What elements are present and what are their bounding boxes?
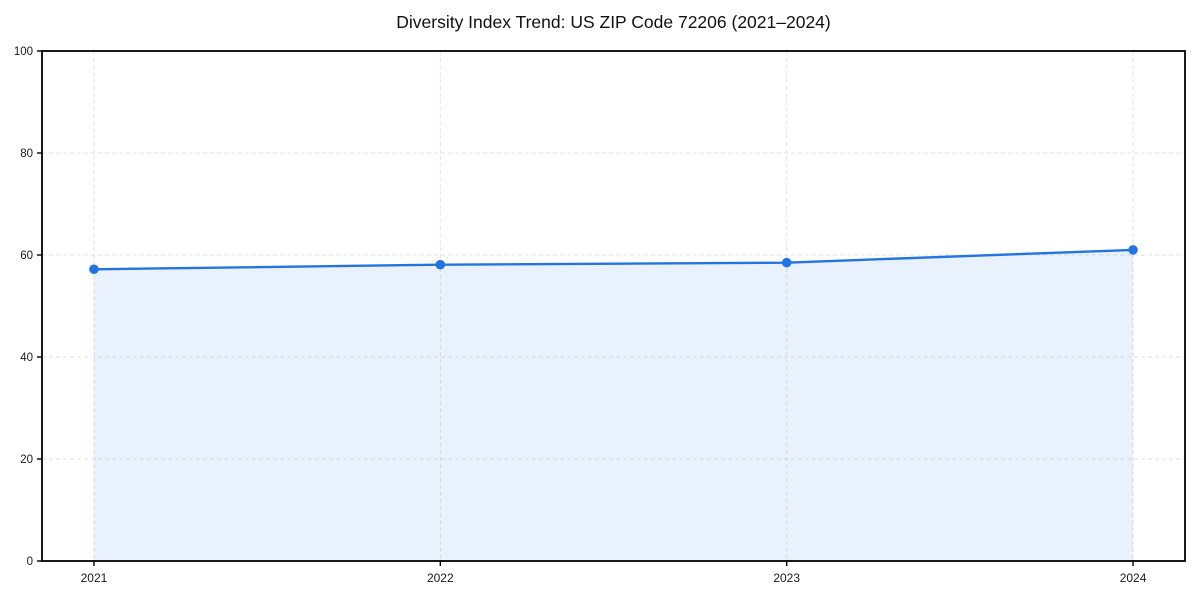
trend-line [92,248,1135,271]
y-tick-label: 40 [20,352,33,364]
x-tick-labels: 2021 2022 2023 2024 [81,571,1147,585]
area-fill [93,249,1134,561]
data-point [1128,245,1138,255]
x-tick-label: 2024 [1120,571,1147,585]
data-point-markers [89,245,1138,275]
data-point [435,259,446,270]
y-tick-label: 100 [14,46,33,58]
x-tick-label: 2023 [773,571,800,585]
y-tick-label: 20 [20,454,33,466]
axes-border [41,50,1186,562]
gridlines [42,51,1185,561]
y-tick-labels: 0 20 40 60 80 100 [14,46,33,568]
y-tick-label: 0 [27,556,33,568]
data-point [89,264,99,275]
tick-marks [37,50,1134,566]
x-tick-label: 2021 [81,571,108,585]
chart-title: Diversity Index Trend: US ZIP Code 72206… [396,12,831,32]
y-tick-label: 60 [20,250,33,262]
y-tick-label: 80 [20,148,33,160]
x-tick-label: 2022 [427,571,454,585]
data-point [781,257,792,268]
